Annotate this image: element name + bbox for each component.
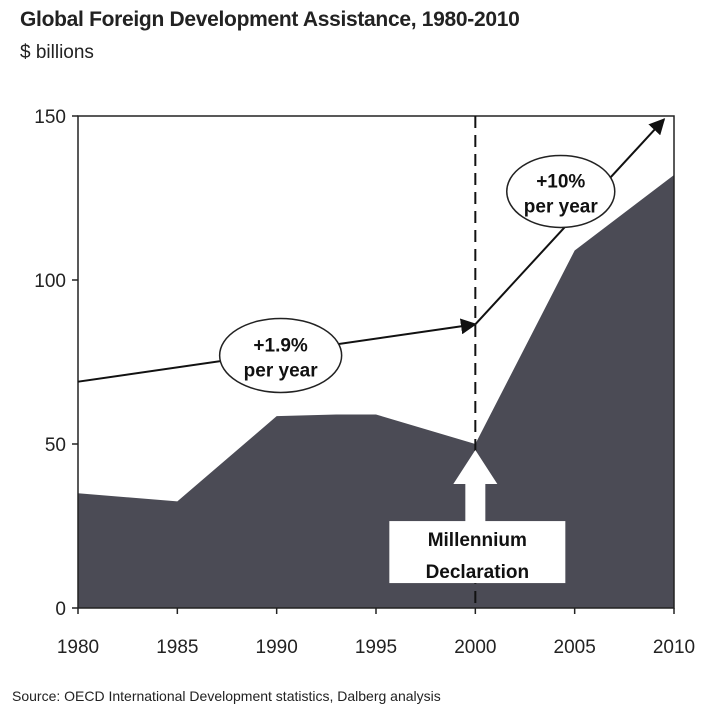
x-tick-label: 1995 xyxy=(355,637,397,658)
growth-bubble-2 xyxy=(506,154,616,229)
x-tick-label: 2010 xyxy=(653,637,695,658)
source-note: Source: OECD International Development s… xyxy=(12,688,441,704)
chart-subtitle: $ billions xyxy=(20,42,94,63)
y-tick-label: 50 xyxy=(45,435,66,456)
growth-bubble-2-label: +10% xyxy=(536,171,585,192)
growth-bubble-1 xyxy=(218,317,343,394)
y-tick-label: 0 xyxy=(55,599,66,620)
y-tick-label: 150 xyxy=(34,107,66,128)
x-tick-label: 2005 xyxy=(554,637,596,658)
area-series xyxy=(78,175,674,609)
event-up-arrow xyxy=(453,450,498,523)
x-tick-label: 1985 xyxy=(156,637,198,658)
growth-bubble-2-label: per year xyxy=(524,196,599,217)
x-tick-label: 1990 xyxy=(256,637,298,658)
x-tick-label: 2000 xyxy=(454,637,496,658)
event-label-box xyxy=(389,521,566,584)
growth-bubble-1-label: per year xyxy=(244,360,319,381)
event-label: Declaration xyxy=(426,562,529,583)
x-tick-label: 1980 xyxy=(57,637,99,658)
chart-title: Global Foreign Development Assistance, 1… xyxy=(20,8,520,31)
y-tick-label: 100 xyxy=(34,271,66,292)
growth-bubble-1-label: +1.9% xyxy=(253,335,308,356)
event-label: Millennium xyxy=(428,530,527,551)
